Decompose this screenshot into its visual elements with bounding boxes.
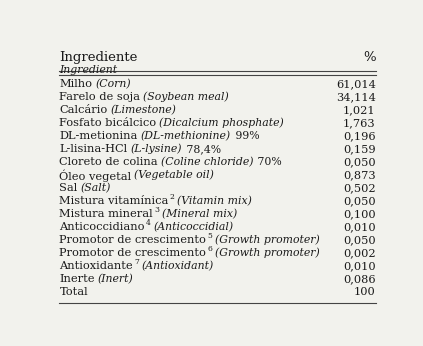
Text: Anticoccidiano: Anticoccidiano (59, 222, 145, 232)
Text: (Vitamin mix): (Vitamin mix) (177, 196, 252, 206)
Text: 0,873: 0,873 (343, 170, 376, 180)
Text: (Growth promoter): (Growth promoter) (215, 248, 319, 258)
Text: Ingredient: Ingredient (59, 65, 118, 75)
Text: (Inert): (Inert) (98, 274, 133, 284)
Text: 1,021: 1,021 (343, 105, 376, 115)
Text: (DL-methionine): (DL-methionine) (140, 131, 231, 141)
Text: 78,4%: 78,4% (183, 144, 221, 154)
Text: Farelo de soja: Farelo de soja (59, 92, 140, 102)
Text: 99%: 99% (231, 131, 259, 141)
Text: 61,014: 61,014 (336, 79, 376, 89)
Text: Milho: Milho (59, 79, 93, 89)
Text: (Vegetable oil): (Vegetable oil) (134, 170, 214, 180)
Text: 34,114: 34,114 (336, 92, 376, 102)
Text: Calcário: Calcário (59, 105, 108, 115)
Text: %: % (363, 51, 376, 64)
Text: Inerte: Inerte (59, 274, 95, 284)
Text: (Growth promoter): (Growth promoter) (215, 235, 319, 245)
Text: (Dicalcium phosphate): (Dicalcium phosphate) (159, 118, 284, 128)
Text: 4: 4 (146, 219, 151, 227)
Text: Ingrediente: Ingrediente (59, 51, 138, 64)
Text: 70%: 70% (254, 157, 282, 167)
Text: 5: 5 (207, 232, 212, 240)
Text: 0,010: 0,010 (343, 222, 376, 232)
Text: Fosfato bicálcico: Fosfato bicálcico (59, 118, 157, 128)
Text: 0,196: 0,196 (343, 131, 376, 141)
Text: L-lisina-HCl: L-lisina-HCl (59, 144, 128, 154)
Text: 0,050: 0,050 (343, 235, 376, 245)
Text: 6: 6 (207, 245, 212, 253)
Text: 0,050: 0,050 (343, 196, 376, 206)
Text: (Corn): (Corn) (95, 79, 131, 89)
Text: 7: 7 (134, 258, 139, 266)
Text: 1,763: 1,763 (343, 118, 376, 128)
Text: (Soybean meal): (Soybean meal) (143, 92, 229, 102)
Text: 0,502: 0,502 (343, 183, 376, 193)
Text: 0,100: 0,100 (343, 209, 376, 219)
Text: Promotor de crescimento: Promotor de crescimento (59, 235, 206, 245)
Text: (Limestone): (Limestone) (110, 105, 176, 115)
Text: (Coline chloride): (Coline chloride) (161, 157, 253, 167)
Text: DL-metionina: DL-metionina (59, 131, 138, 141)
Text: 0,010: 0,010 (343, 261, 376, 271)
Text: Mistura vitamínica: Mistura vitamínica (59, 196, 169, 206)
Text: 2: 2 (170, 193, 175, 201)
Text: (Mineral mix): (Mineral mix) (162, 209, 237, 219)
Text: 0,159: 0,159 (343, 144, 376, 154)
Text: Sal: Sal (59, 183, 78, 193)
Text: (Anticoccidial): (Anticoccidial) (154, 222, 233, 232)
Text: 3: 3 (154, 206, 159, 214)
Text: Total: Total (59, 287, 88, 297)
Text: (Salt): (Salt) (80, 183, 111, 193)
Text: 0,050: 0,050 (343, 157, 376, 167)
Text: 0,002: 0,002 (343, 248, 376, 258)
Text: Mistura mineral: Mistura mineral (59, 209, 153, 219)
Text: (Antioxidant): (Antioxidant) (142, 261, 214, 271)
Text: (L-lysine): (L-lysine) (130, 144, 182, 154)
Text: 0,086: 0,086 (343, 274, 376, 284)
Text: Óleo vegetal: Óleo vegetal (59, 170, 132, 182)
Text: Cloreto de colina: Cloreto de colina (59, 157, 158, 167)
Text: Antioxidante: Antioxidante (59, 261, 133, 271)
Text: Promotor de crescimento: Promotor de crescimento (59, 248, 206, 258)
Text: 100: 100 (354, 287, 376, 297)
